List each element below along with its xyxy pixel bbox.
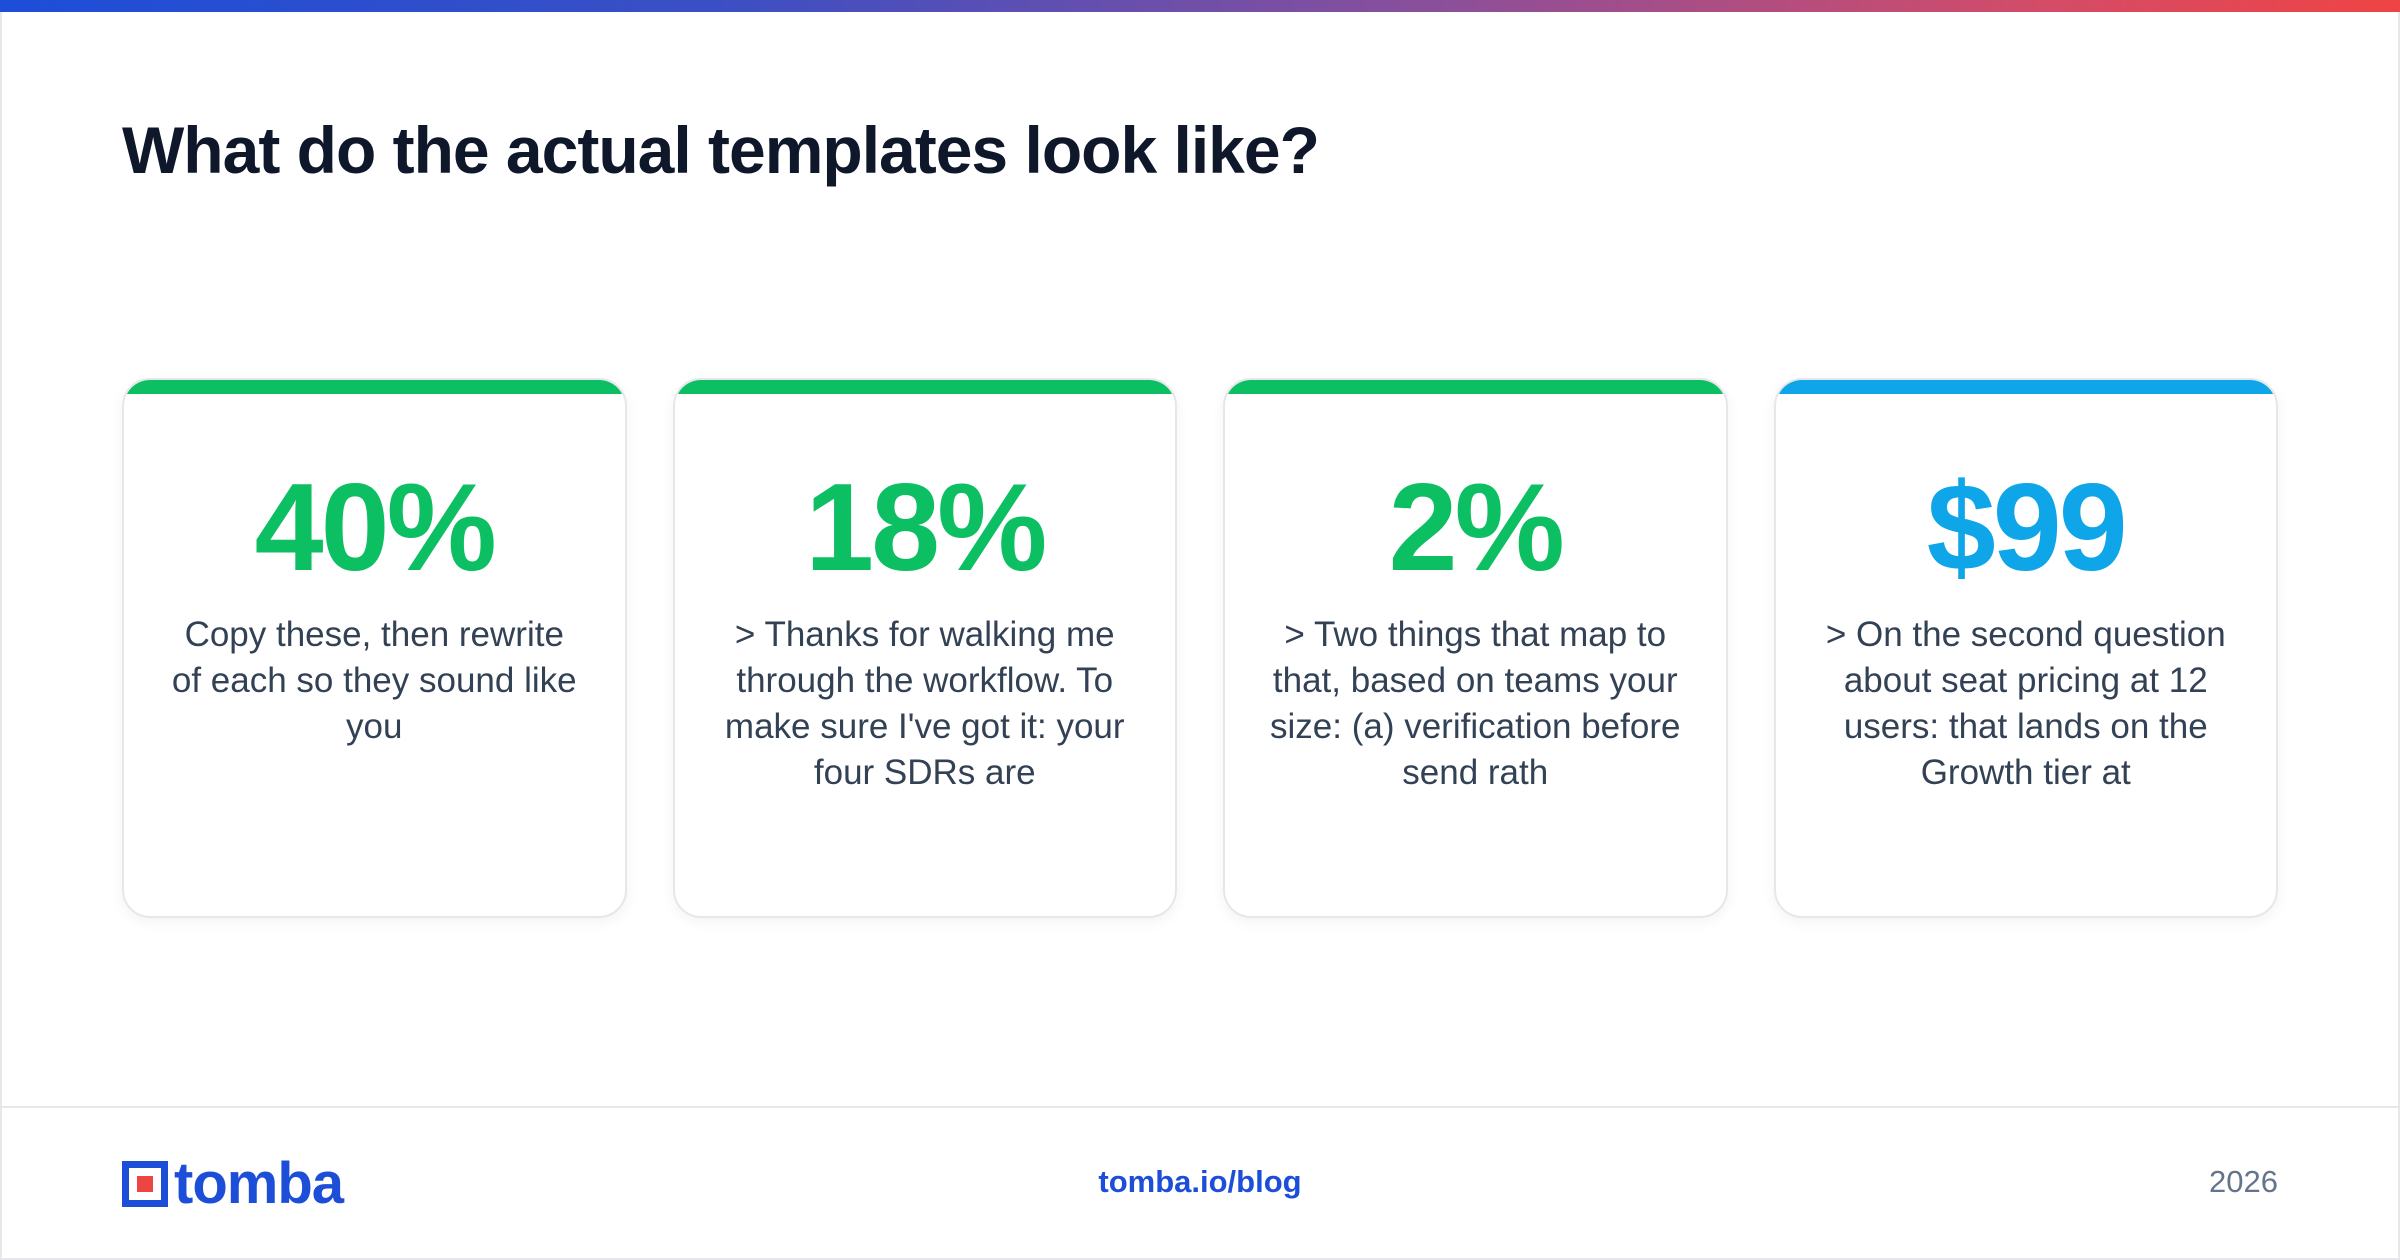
- footer-year: 2026: [2209, 1164, 2278, 1199]
- stat-card-2: 18% > Thanks for walking me through the …: [672, 378, 1177, 918]
- stat-description: Copy these, then rewrite of each so they…: [171, 615, 577, 746]
- card-accent-bar: [124, 380, 625, 394]
- blog-link[interactable]: tomba.io/blog: [1098, 1164, 1302, 1199]
- logo-mark-icon: [122, 1161, 168, 1207]
- stat-description: > On the second question about seat pric…: [1825, 615, 2226, 792]
- top-gradient-bar: [0, 0, 2400, 12]
- stat-card-3: 2% > Two things that map to that, based …: [1223, 378, 1728, 918]
- stat-cards: 40% Copy these, then rewrite of each so …: [122, 378, 2278, 918]
- page-title: What do the actual templates look like?: [122, 113, 1320, 187]
- logo-text: tomba: [174, 1151, 344, 1216]
- stat-value: $99: [1926, 459, 2128, 597]
- card-accent-bar: [1775, 380, 2276, 394]
- brand-logo[interactable]: tomba: [122, 1151, 344, 1216]
- card-accent-bar: [1225, 380, 1726, 394]
- stat-card-1: 40% Copy these, then rewrite of each so …: [122, 378, 627, 918]
- stat-value: 40%: [254, 459, 497, 597]
- card-accent-bar: [674, 380, 1175, 394]
- stat-description: > Two things that map to that, based on …: [1270, 615, 1681, 792]
- stat-description: > Thanks for walking me through the work…: [724, 615, 1125, 792]
- stat-value: 2%: [1388, 459, 1565, 597]
- footer-divider: [0, 1106, 2400, 1108]
- stat-card-4: $99 > On the second question about seat …: [1773, 378, 2278, 918]
- stat-value: 18%: [805, 459, 1047, 597]
- logo-dot: [137, 1176, 153, 1192]
